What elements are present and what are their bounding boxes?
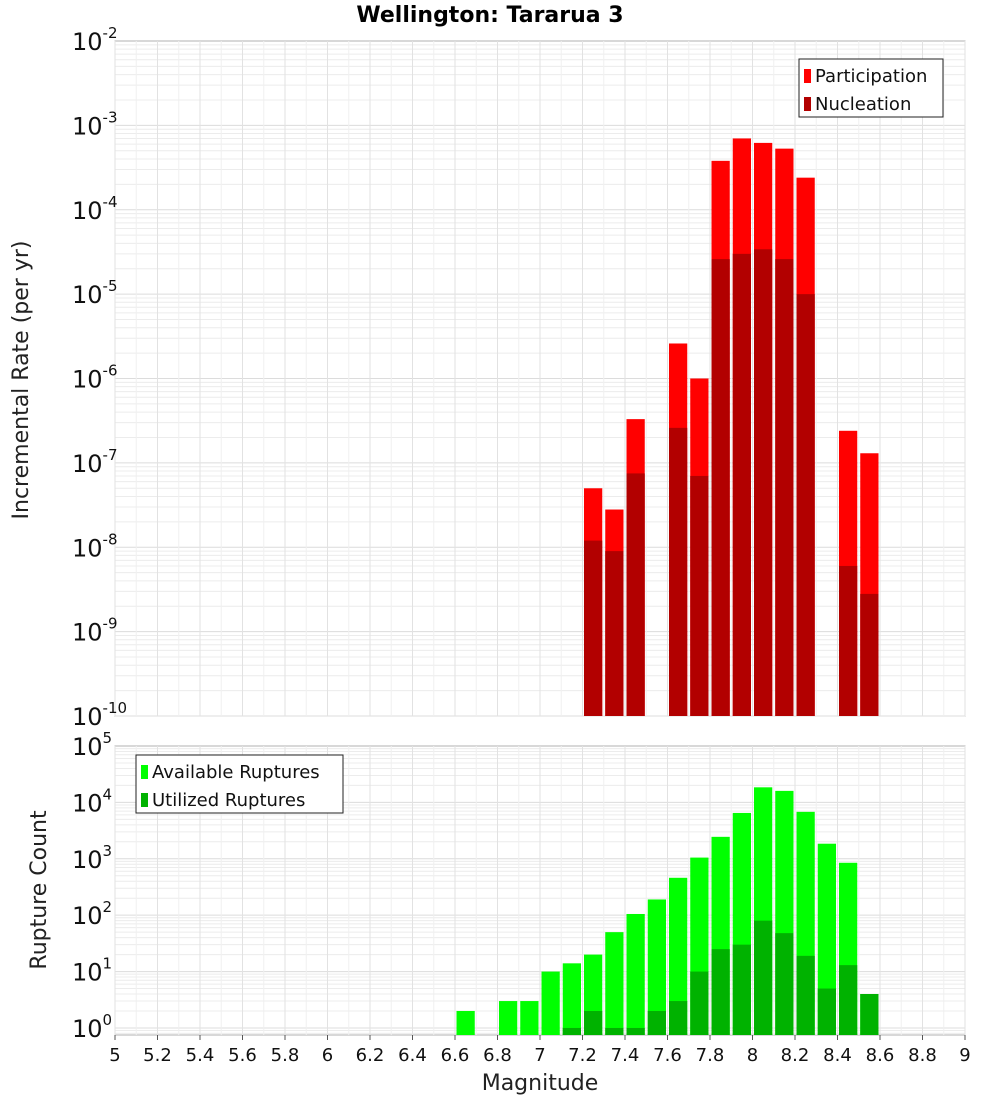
available-ruptures-legend-label: Available Ruptures [152,762,320,783]
rate-legend-box [798,58,944,118]
x-axis-label: Magnitude [482,1071,599,1096]
y-tick-label: 10-3 [72,108,118,140]
x-tick-label: 6.6 [441,1045,470,1066]
rupture-legend: Available Ruptures Utilized Ruptures [135,754,344,814]
available-ruptures-bar [669,877,688,1035]
utilized-ruptures-bar [860,994,879,1035]
y-tick-label: 100 [72,1011,112,1043]
x-tick-label: 7.6 [653,1045,682,1066]
y-tick-label: 10-6 [72,362,118,394]
available-ruptures-bar [647,899,666,1035]
rate-panel: 10-10 10-9 10-8 10-7 10-6 10-5 10-4 10-3 10-2 [72,24,966,731]
utilized-ruptures-legend-swatch [141,793,148,807]
available-ruptures-legend-swatch [141,765,148,779]
nucleation-bar [775,259,794,716]
utilized-ruptures-bar [690,971,709,1035]
count-bars [456,787,879,1035]
x-tick-label: 5.8 [271,1045,300,1066]
nucleation-legend-swatch [804,97,811,111]
x-tick-label: 8 [747,1045,758,1066]
top-y-axis-label: Incremental Rate (per yr) [9,241,34,520]
available-ruptures-bar [520,1001,539,1035]
rate-bars [584,138,879,717]
nucleation-bar [584,540,603,716]
utilized-ruptures-bar [669,1001,688,1035]
x-tick-label: 7.8 [696,1045,725,1066]
x-tick-label: 7 [534,1045,545,1066]
utilized-ruptures-bar [647,1010,666,1035]
available-ruptures-bar [562,963,581,1035]
utilized-ruptures-legend-label: Utilized Ruptures [152,790,305,811]
rate-legend: Participation Nucleation [798,58,944,118]
rate-y-tick-labels: 10-10 10-9 10-8 10-7 10-6 10-5 10-4 10-3 10-2 [72,24,127,731]
nucleation-legend-label: Nucleation [815,94,911,115]
y-tick-label: 10-5 [72,277,118,309]
nucleation-bar [796,294,815,716]
x-tick-label: 5 [109,1045,120,1066]
y-tick-label: 10-2 [72,24,118,56]
utilized-ruptures-bar [711,949,730,1035]
utilized-ruptures-bar [732,944,751,1035]
y-tick-label: 10-8 [72,530,118,562]
x-tick-label: 5.2 [143,1045,172,1066]
utilized-ruptures-bar [775,933,794,1035]
utilized-ruptures-bar [839,965,858,1035]
y-tick-label: 104 [72,785,112,817]
x-tick-label: 7.4 [611,1045,640,1066]
nucleation-bar [605,551,624,716]
utilized-ruptures-bar [626,1027,645,1035]
nucleation-bar [754,249,773,716]
y-tick-label: 103 [72,842,112,874]
available-ruptures-bar [541,971,560,1035]
x-tick-label: 8.2 [781,1045,810,1066]
x-tick-label: 6.8 [483,1045,512,1066]
available-ruptures-bar [605,932,624,1035]
y-tick-label: 10-7 [72,446,118,478]
participation-legend-swatch [804,69,811,83]
utilized-ruptures-bar [584,1010,603,1035]
x-tick-label: 6 [322,1045,333,1066]
utilized-ruptures-bar [754,920,773,1035]
nucleation-bar [711,259,730,716]
x-tick-label: 8.4 [823,1045,852,1066]
available-ruptures-bar [456,1010,475,1035]
nucleation-bar [732,253,751,716]
x-tick-label: 8.8 [908,1045,937,1066]
available-ruptures-bar [499,1001,518,1035]
y-tick-label: 105 [72,729,112,761]
rate-gridlines [114,41,966,717]
participation-legend-label: Participation [815,66,927,87]
x-tick-label: 6.4 [398,1045,427,1066]
nucleation-bar [690,475,709,716]
bottom-y-axis-label: Rupture Count [27,810,52,970]
y-tick-label: 102 [72,898,112,930]
x-tick-label: 8.6 [866,1045,895,1066]
nucleation-bar [626,473,645,716]
y-tick-label: 10-9 [72,615,118,647]
nucleation-bar [860,593,879,716]
chart-title: Wellington: Tararua 3 [356,3,623,28]
y-tick-label: 10-10 [72,699,127,731]
x-tick-label: 9 [959,1045,970,1066]
utilized-ruptures-bar [605,1027,624,1035]
utilized-ruptures-bar [817,988,836,1035]
x-tick-labels: 5 5.2 5.4 5.6 5.8 6 6.2 6.4 6.6 6.8 7 7.2 7.4 7.6 7.8 8… [109,1035,971,1066]
rupture-legend-box [135,754,344,814]
available-ruptures-bar [626,913,645,1035]
nucleation-bar [839,565,858,716]
utilized-ruptures-bar [796,955,815,1035]
y-tick-label: 101 [72,955,112,987]
x-tick-label: 5.4 [186,1045,215,1066]
available-ruptures-bar [817,843,836,1035]
count-y-tick-labels: 100 101 102 103 104 105 [72,729,112,1043]
nucleation-bar [669,427,688,716]
y-tick-label: 10-4 [72,193,118,225]
utilized-ruptures-bar [562,1027,581,1035]
x-tick-label: 5.6 [228,1045,257,1066]
x-tick-label: 6.2 [356,1045,385,1066]
x-tick-label: 7.2 [568,1045,597,1066]
